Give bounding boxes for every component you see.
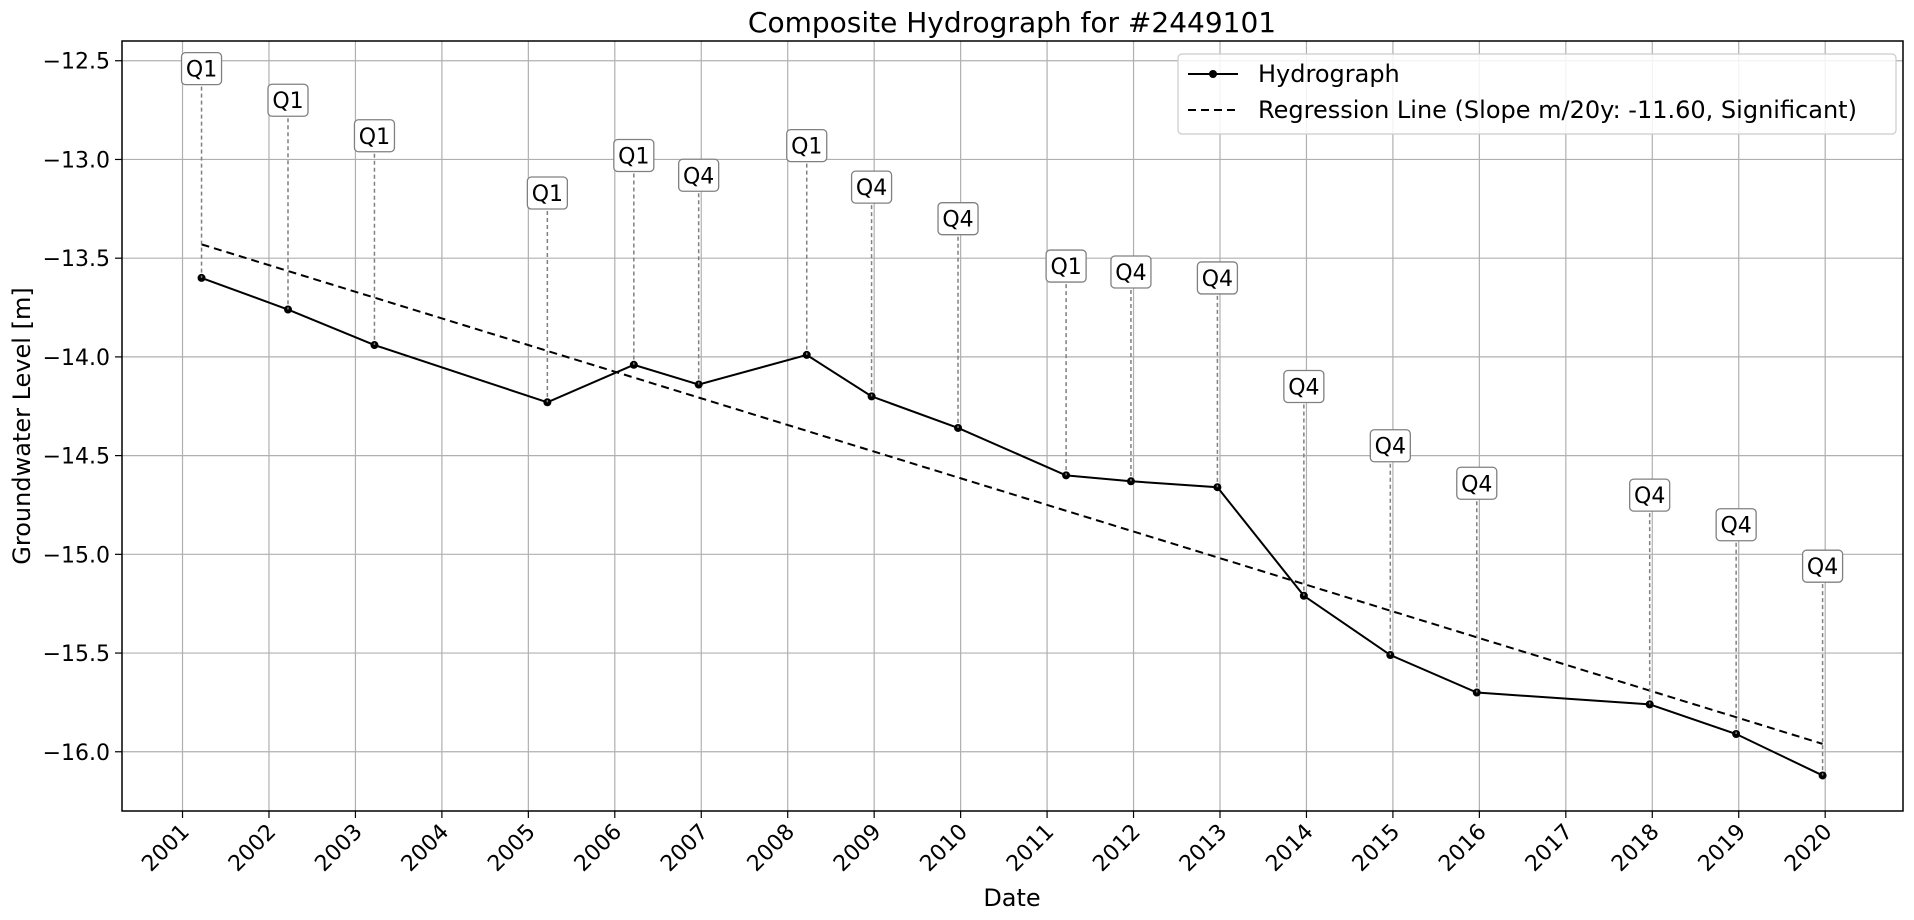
x-tick-label: 2002 (224, 820, 281, 877)
regression-line (201, 243, 1823, 745)
x-tick-label: 2017 (1521, 820, 1578, 877)
annotation-box (613, 138, 655, 173)
x-tick-label: 2018 (1607, 820, 1664, 877)
annotation-box (1110, 255, 1152, 289)
annotation-label: Q1 (618, 145, 649, 170)
grid (122, 41, 1903, 811)
annotation-box (786, 128, 828, 163)
annotation-label: Q1 (359, 125, 390, 150)
annotation-label: Q1 (186, 58, 217, 83)
x-tick-label: 2016 (1434, 820, 1491, 877)
annotation-label: Q4 (856, 176, 887, 201)
y-tick-label: −16.0 (43, 741, 110, 766)
annotation-box (267, 83, 309, 117)
y-tick-label: −15.0 (43, 543, 110, 568)
y-tick-label: −12.5 (43, 50, 110, 75)
x-tick-label: 2010 (916, 820, 973, 877)
x-tick-label: 2001 (137, 820, 194, 877)
y-tick-label: −14.5 (43, 445, 110, 470)
y-tick-label: −14.0 (43, 346, 110, 371)
annotation-box (1369, 429, 1411, 463)
x-tick-label: 2012 (1089, 820, 1146, 877)
x-tick-label: 2020 (1780, 820, 1837, 877)
annotation-label: Q4 (1634, 484, 1665, 509)
y-tick-label: −15.5 (43, 642, 110, 667)
x-tick-label: 2013 (1175, 820, 1232, 877)
x-tick-label: 2006 (570, 820, 627, 877)
annotation-label: Q1 (532, 182, 563, 207)
annotations: Q1 Q1 Q1 Q1 Q1 Q4 Q1 Q4 Q4 Q1 Q4 Q4 Q4 Q4 Q4 Q4 Q4 Q4 (180, 51, 1844, 776)
annotation-box (526, 176, 569, 210)
annotation-box (1801, 549, 1844, 583)
annotation-box (1045, 249, 1087, 283)
annotation-box (850, 170, 893, 204)
annotation-label: Q4 (1720, 514, 1751, 539)
annotation-label: Q1 (272, 89, 303, 114)
annotation-label: Q1 (791, 135, 822, 160)
x-axis-label: Date (983, 884, 1040, 912)
legend-hydrograph-label: Hydrograph (1258, 60, 1400, 88)
annotation-label: Q4 (1461, 472, 1492, 497)
annotation-box (1283, 369, 1325, 404)
x-tick-label: 2008 (743, 820, 800, 877)
x-tick-label: 2004 (397, 820, 454, 877)
axes: 2001 2002 2003 2004 2005 2006 2007 2008 2009 2010… (43, 50, 1838, 877)
annotation-label: Q4 (1288, 376, 1319, 401)
annotation-box (353, 119, 396, 153)
x-tick-label: 2014 (1261, 820, 1318, 877)
plot-frame (121, 40, 1904, 812)
x-tick-label: 2019 (1694, 820, 1751, 877)
y-tick-label: −13.5 (43, 247, 110, 272)
y-axis-label: Groundwater Level [m] (8, 287, 36, 564)
annotation-box (1196, 261, 1239, 295)
x-tick-label: 2015 (1348, 820, 1405, 877)
legend: Hydrograph Regression Line (Slope m/20y:… (1177, 53, 1897, 135)
annotation-label: Q4 (1115, 261, 1146, 286)
annotation-box (1715, 508, 1757, 542)
annotation-box (937, 202, 979, 236)
annotation-box (1629, 478, 1671, 512)
x-tick-label: 2003 (310, 820, 367, 877)
x-tick-label: 2009 (829, 820, 886, 877)
annotation-box (678, 158, 720, 192)
legend-regression-label: Regression Line (Slope m/20y: -11.60, Si… (1258, 96, 1857, 124)
x-tick-label: 2005 (483, 820, 540, 877)
hydrograph-line (201, 276, 1824, 777)
x-tick-label: 2007 (656, 820, 713, 877)
y-tick-label: −13.0 (43, 148, 110, 173)
legend-box (1177, 53, 1897, 135)
annotation-label: Q4 (1202, 267, 1233, 292)
annotation-label: Q4 (942, 208, 973, 233)
chart-title: Composite Hydrograph for #2449101 (748, 6, 1276, 39)
annotation-label: Q4 (1807, 555, 1838, 580)
annotation-label: Q4 (1375, 435, 1406, 460)
annotation-box (1456, 466, 1498, 500)
annotation-label: Q1 (1050, 255, 1081, 280)
annotation-label: Q4 (683, 164, 714, 189)
legend-hydrograph-marker (1209, 70, 1217, 78)
x-tick-label: 2011 (1002, 820, 1059, 877)
annotation-box (180, 51, 223, 86)
